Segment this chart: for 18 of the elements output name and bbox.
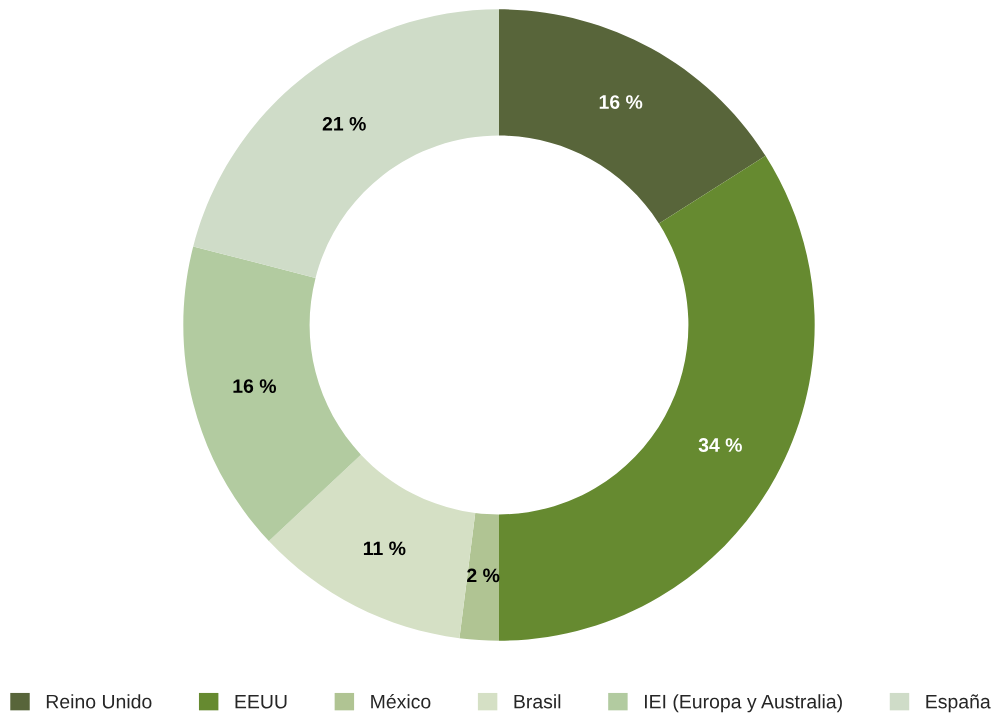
donut-slice — [499, 9, 766, 224]
legend-label: Brasil — [514, 694, 561, 709]
legend-label: IEI (Europa y Australia) — [644, 694, 842, 713]
donut-slice — [183, 246, 361, 542]
data-label: 21 % — [322, 116, 366, 131]
donut-slice — [268, 454, 476, 639]
data-label: 34 % — [698, 438, 742, 452]
legend-label: España — [926, 694, 991, 713]
legend-label: Reino Unido — [46, 694, 152, 709]
donut-slice — [499, 155, 815, 641]
data-label: 11 % — [363, 541, 406, 556]
data-label: 16 % — [233, 379, 277, 394]
donut-slice — [459, 512, 499, 641]
legend-label: EEUU — [235, 694, 287, 709]
donut-slice — [193, 9, 499, 278]
data-label: 16 % — [599, 95, 643, 109]
data-label: 2 % — [467, 568, 500, 583]
legend-label: México — [371, 693, 431, 709]
